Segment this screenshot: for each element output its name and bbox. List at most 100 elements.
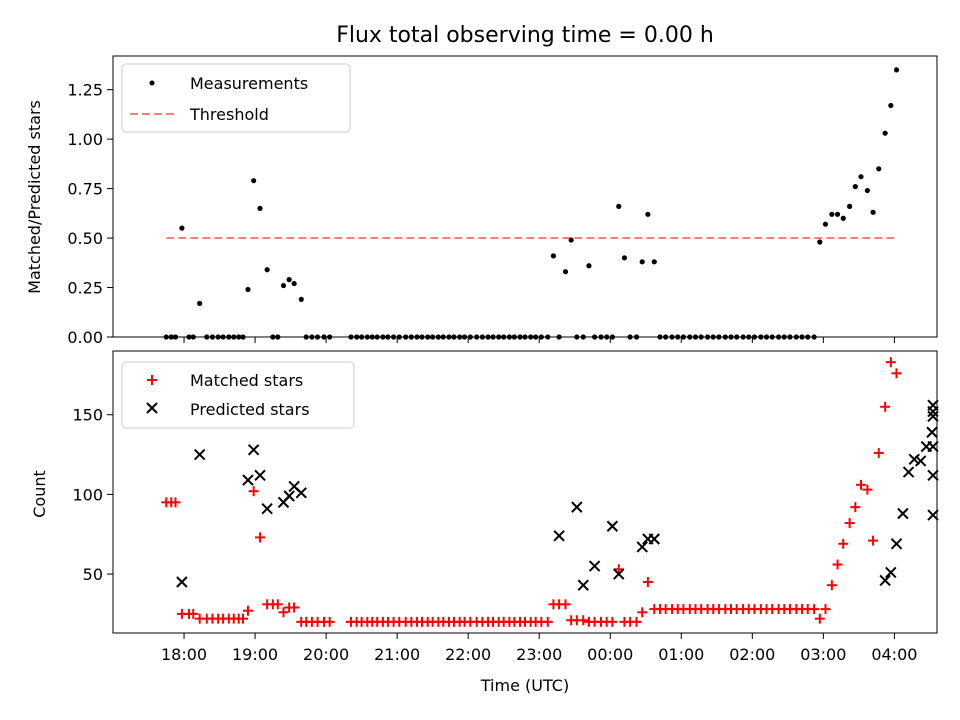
measurement-point bbox=[822, 221, 829, 227]
measurement-point bbox=[545, 334, 551, 340]
matched-star-point bbox=[642, 577, 653, 588]
matched-star-point bbox=[885, 357, 896, 368]
measurement-point bbox=[327, 334, 333, 340]
measurement-point bbox=[380, 334, 386, 340]
measurement-point bbox=[533, 334, 539, 340]
top-y-tick-label: 1.00 bbox=[67, 130, 103, 149]
measurement-point bbox=[651, 259, 657, 265]
x-tick-label: 20:00 bbox=[303, 645, 349, 664]
matched-star-point bbox=[242, 605, 253, 616]
measurement-point bbox=[639, 259, 645, 265]
measurement-point bbox=[817, 239, 823, 245]
measurement-point bbox=[245, 286, 251, 293]
predicted-star-point bbox=[571, 501, 583, 513]
measurement-point bbox=[511, 334, 517, 340]
top-chart-title: Flux total observing time = 0.00 h bbox=[336, 23, 714, 48]
measurement-point bbox=[168, 334, 174, 340]
measurement-point bbox=[604, 334, 610, 340]
measurement-point bbox=[280, 282, 287, 289]
measurement-point bbox=[264, 267, 270, 273]
measurement-point bbox=[298, 296, 304, 303]
predicted-star-point bbox=[902, 466, 915, 478]
measurement-point bbox=[179, 225, 185, 231]
measurement-point bbox=[616, 203, 622, 209]
matched-star-point bbox=[850, 502, 861, 513]
matched-star-point bbox=[873, 447, 884, 458]
measurement-point bbox=[186, 334, 192, 340]
measurement-point bbox=[286, 277, 292, 283]
measurement-point bbox=[763, 334, 770, 340]
measurement-point bbox=[716, 334, 722, 340]
top-y-tick-label: 0.50 bbox=[67, 229, 103, 248]
measurement-point bbox=[645, 211, 651, 217]
matched-star-point bbox=[188, 608, 199, 619]
x-tick-label: 22:00 bbox=[445, 645, 491, 664]
matched-star-point bbox=[578, 615, 589, 626]
measurement-point bbox=[435, 334, 441, 340]
matched-star-point bbox=[844, 518, 855, 529]
measurement-point bbox=[528, 334, 534, 340]
measurement-point bbox=[876, 166, 882, 172]
predicted-star-point bbox=[176, 576, 188, 588]
measurement-point bbox=[728, 334, 734, 340]
measurement-point bbox=[215, 334, 221, 340]
x-tick-label: 03:00 bbox=[800, 645, 846, 664]
bottom-plot-frame bbox=[112, 350, 938, 634]
measurement-point bbox=[633, 334, 640, 340]
measurement-point bbox=[309, 334, 315, 340]
matched-star-point bbox=[560, 599, 571, 610]
matched-star-point bbox=[832, 559, 843, 570]
measurement-point bbox=[870, 209, 876, 215]
measurement-point bbox=[746, 334, 752, 340]
measurement-point bbox=[758, 334, 764, 340]
top-y-tick-label: 0.25 bbox=[67, 279, 103, 298]
measurement-point bbox=[598, 334, 604, 340]
measurement-point bbox=[190, 334, 196, 340]
measurement-point bbox=[396, 334, 402, 340]
measurement-point bbox=[257, 205, 263, 211]
measurement-point bbox=[517, 334, 523, 340]
measurement-point bbox=[704, 334, 711, 340]
matched-star-point bbox=[272, 599, 283, 610]
legend-matched-stars: Matched stars bbox=[190, 371, 303, 390]
matched-star-point bbox=[814, 613, 825, 624]
measurement-point bbox=[769, 334, 775, 340]
predicted-star-point bbox=[247, 444, 260, 456]
matched-legend-marker bbox=[147, 375, 157, 385]
measurement-point bbox=[692, 334, 699, 340]
measurement-point bbox=[501, 334, 507, 340]
bottom-y-tick-label: 100 bbox=[72, 485, 103, 504]
predicted-star-point bbox=[897, 507, 909, 520]
measurement-point bbox=[204, 334, 210, 340]
measurement-point bbox=[550, 253, 557, 259]
measurement-point bbox=[231, 334, 237, 340]
measurement-point bbox=[430, 334, 436, 340]
predicted-star-point bbox=[927, 509, 939, 521]
matched-star-point bbox=[862, 484, 873, 495]
measurement-point bbox=[303, 334, 309, 340]
measurement-point bbox=[390, 334, 397, 340]
top-y-tick-label: 0.75 bbox=[67, 180, 103, 199]
predicted-star-point bbox=[927, 399, 939, 411]
measurement-point bbox=[621, 255, 628, 261]
matched-star-point bbox=[855, 479, 866, 490]
measurement-point bbox=[698, 334, 704, 340]
matched-star-point bbox=[237, 613, 248, 624]
measurement-point bbox=[236, 334, 242, 340]
measurement-point bbox=[568, 237, 574, 243]
measurement-point bbox=[451, 334, 457, 340]
measurement-point bbox=[574, 334, 580, 340]
predicted-star-point bbox=[577, 579, 589, 591]
measurement-point bbox=[580, 334, 586, 340]
measurement-point bbox=[314, 334, 321, 340]
predicted-star-point bbox=[588, 560, 601, 572]
measurement-point bbox=[781, 334, 787, 340]
measurement-point bbox=[538, 334, 544, 340]
measurement-point bbox=[321, 334, 327, 340]
measurement-point bbox=[805, 334, 811, 340]
matched-star-point bbox=[607, 616, 618, 627]
measurement-point bbox=[270, 334, 276, 340]
measurement-point bbox=[359, 334, 365, 340]
measurement-point bbox=[722, 334, 728, 340]
measurement-point bbox=[506, 334, 512, 340]
